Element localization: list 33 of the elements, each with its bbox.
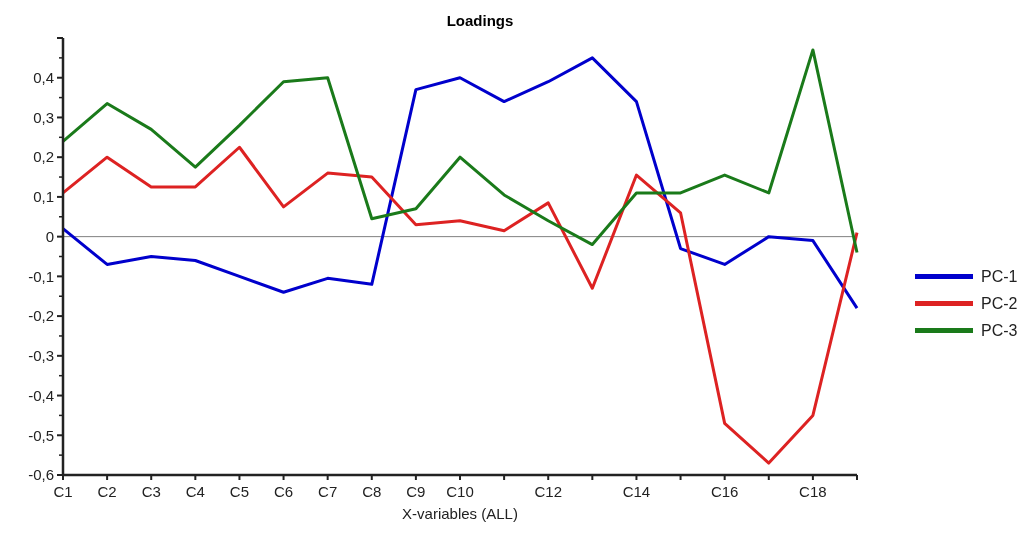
x-tick-label: C12 bbox=[534, 483, 562, 500]
y-tick-label: -0,6 bbox=[28, 466, 54, 484]
x-tick-label: C4 bbox=[185, 483, 205, 500]
line-series bbox=[61, 145, 859, 465]
x-tick-label: C7 bbox=[318, 483, 338, 500]
legend-label: PC-3 bbox=[981, 322, 1018, 340]
x-tick-label: C8 bbox=[362, 483, 382, 500]
y-tick-label: 0,2 bbox=[33, 148, 54, 166]
legend-label: PC-2 bbox=[981, 295, 1018, 313]
y-tick-label: 0,1 bbox=[33, 188, 54, 206]
x-tick-label: C2 bbox=[97, 483, 117, 500]
line-series bbox=[61, 48, 859, 255]
x-tick-label: C9 bbox=[406, 483, 426, 500]
y-tick-label: -0,1 bbox=[28, 267, 54, 285]
x-tick-label: C3 bbox=[141, 483, 161, 500]
y-tick-label: -0,2 bbox=[28, 307, 54, 325]
x-tick-label: C1 bbox=[53, 483, 73, 500]
y-tick-label: -0,4 bbox=[28, 386, 54, 404]
y-tick-label: 0,4 bbox=[33, 68, 54, 86]
x-tick-label: C5 bbox=[229, 483, 250, 500]
x-tick-label: C14 bbox=[622, 483, 651, 500]
x-axis-title: X-variables (ALL) bbox=[402, 505, 518, 522]
line-series bbox=[61, 56, 859, 310]
chart-title: Loadings bbox=[446, 12, 514, 29]
y-tick-label: 0,3 bbox=[33, 108, 54, 126]
x-tick-label: C10 bbox=[446, 483, 474, 500]
y-tick-label: -0,3 bbox=[28, 347, 54, 365]
y-tick-label: -0,5 bbox=[28, 426, 54, 444]
x-tick-label: C6 bbox=[273, 483, 294, 500]
y-tick-label: 0 bbox=[45, 227, 54, 245]
x-tick-label: C18 bbox=[799, 483, 827, 500]
x-tick-label: C16 bbox=[710, 483, 739, 500]
legend-label: PC-1 bbox=[981, 268, 1018, 286]
